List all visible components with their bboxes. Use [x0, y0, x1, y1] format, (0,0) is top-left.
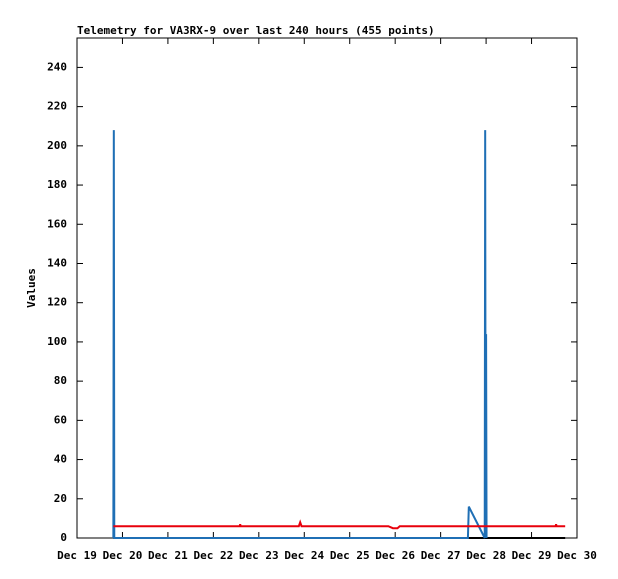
y-tick-label: 240 — [47, 60, 67, 73]
y-tick-label: 100 — [47, 335, 67, 348]
y-tick-label: 140 — [47, 256, 67, 269]
y-tick-label: 20 — [54, 492, 67, 505]
x-tick-label: Dec 27 — [421, 549, 461, 562]
x-tick-label: Dec 25 — [330, 549, 370, 562]
x-tick-label: Dec 26 — [375, 549, 415, 562]
x-tick-label: Dec 20 — [103, 549, 143, 562]
y-tick-label: 0 — [60, 531, 67, 544]
y-tick-label: 160 — [47, 217, 67, 230]
y-tick-label: 60 — [54, 413, 67, 426]
chart-title: Telemetry for VA3RX-9 over last 240 hour… — [77, 24, 435, 37]
y-tick-label: 120 — [47, 296, 67, 309]
x-tick-label: Dec 28 — [466, 549, 506, 562]
plot-frame — [76, 37, 578, 539]
y-tick-label: 80 — [54, 374, 67, 387]
x-tick-label: Dec 24 — [284, 549, 324, 562]
x-tick-label: Dec 29 — [512, 549, 552, 562]
x-tick-label: Dec 30 — [557, 549, 597, 562]
y-tick-label: 40 — [54, 453, 67, 466]
x-tick-label: Dec 21 — [148, 549, 188, 562]
x-tick-label: Dec 22 — [193, 549, 233, 562]
y-tick-label: 180 — [47, 178, 67, 191]
y-tick-label: 200 — [47, 139, 67, 152]
x-tick-label: Dec 19 — [57, 549, 97, 562]
series-line — [112, 130, 488, 539]
series-line — [113, 519, 566, 530]
x-tick-label: Dec 23 — [239, 549, 279, 562]
y-axis-label: Values — [25, 268, 38, 308]
y-tick-label: 220 — [47, 100, 67, 113]
